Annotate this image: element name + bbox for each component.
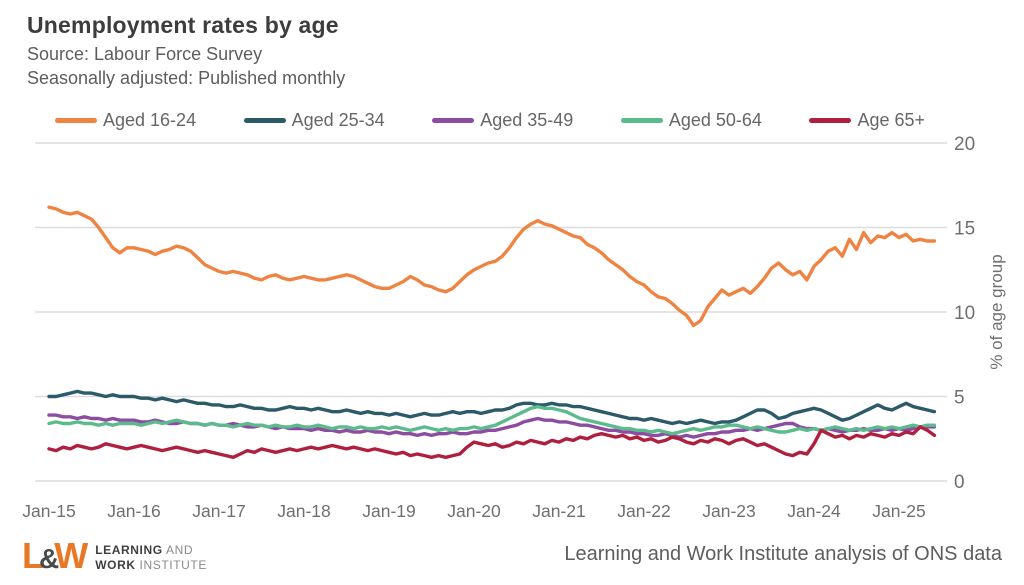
svg-text:Jan-21: Jan-21 bbox=[532, 501, 586, 521]
svg-text:Jan-25: Jan-25 bbox=[872, 501, 926, 521]
svg-text:Jan-19: Jan-19 bbox=[362, 501, 416, 521]
chart-legend: Aged 16-24 Aged 25-34 Aged 35-49 Aged 50… bbox=[55, 110, 925, 131]
lw-institute-logo: L&W LEARNING AND WORK INSTITUTE bbox=[22, 538, 207, 577]
legend-label: Aged 35-49 bbox=[480, 110, 574, 130]
legend-item-aged-35-49: Aged 35-49 bbox=[432, 110, 573, 131]
attribution-caption: Learning and Work Institute analysis of … bbox=[564, 543, 1002, 565]
legend-label: Aged 50-64 bbox=[668, 110, 762, 130]
svg-text:Jan-23: Jan-23 bbox=[702, 501, 756, 521]
legend-swatch bbox=[55, 118, 97, 123]
svg-text:Jan-24: Jan-24 bbox=[787, 501, 841, 521]
legend-swatch bbox=[620, 118, 663, 123]
legend-item-age-65-plus: Age 65+ bbox=[809, 110, 925, 131]
chart-source-subtitle: Source: Labour Force Survey bbox=[27, 44, 263, 64]
svg-text:10: 10 bbox=[954, 303, 975, 324]
svg-text:5: 5 bbox=[954, 388, 965, 409]
legend-label: Aged 16-24 bbox=[103, 110, 197, 130]
svg-text:Jan-17: Jan-17 bbox=[192, 501, 246, 521]
svg-text:% of age group: % of age group bbox=[987, 254, 1006, 369]
svg-text:Jan-18: Jan-18 bbox=[277, 501, 331, 521]
svg-text:20: 20 bbox=[954, 134, 975, 155]
svg-text:0: 0 bbox=[954, 472, 965, 493]
chart-adjustment-subtitle: Seasonally adjusted: Published monthly bbox=[27, 68, 346, 88]
svg-text:Jan-20: Jan-20 bbox=[447, 501, 501, 521]
lw-logo-text: LEARNING AND WORK INSTITUTE bbox=[95, 542, 207, 572]
lw-logo-mark: L&W bbox=[22, 535, 88, 576]
legend-item-aged-25-34: Aged 25-34 bbox=[243, 110, 385, 131]
legend-label: Age 65+ bbox=[857, 110, 925, 130]
legend-swatch bbox=[809, 118, 852, 123]
svg-text:Jan-22: Jan-22 bbox=[617, 501, 671, 521]
svg-text:Jan-16: Jan-16 bbox=[107, 501, 161, 521]
page-title: Unemployment rates by age bbox=[27, 12, 339, 38]
legend-swatch bbox=[432, 118, 475, 123]
legend-item-aged-16-24: Aged 16-24 bbox=[55, 110, 196, 131]
ampersand-glyph: & bbox=[39, 543, 59, 574]
svg-text:Jan-15: Jan-15 bbox=[22, 501, 76, 521]
legend-item-aged-50-64: Aged 50-64 bbox=[620, 110, 762, 131]
legend-swatch bbox=[243, 118, 286, 123]
svg-text:15: 15 bbox=[954, 219, 975, 240]
legend-label: Aged 25-34 bbox=[291, 110, 385, 130]
